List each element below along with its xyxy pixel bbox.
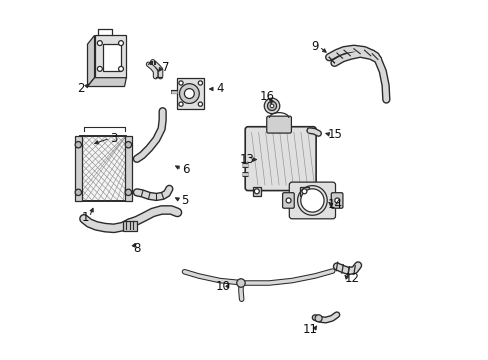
Circle shape xyxy=(236,279,244,287)
Bar xyxy=(81,136,126,201)
Circle shape xyxy=(285,198,290,203)
Circle shape xyxy=(75,141,81,148)
Circle shape xyxy=(125,189,131,195)
Circle shape xyxy=(125,141,131,148)
FancyBboxPatch shape xyxy=(282,193,294,208)
Text: 16: 16 xyxy=(260,90,274,103)
FancyBboxPatch shape xyxy=(289,182,335,219)
Bar xyxy=(300,187,308,195)
Circle shape xyxy=(179,81,183,85)
Text: 11: 11 xyxy=(302,323,317,337)
Polygon shape xyxy=(87,78,126,86)
Text: 4: 4 xyxy=(216,82,223,95)
Circle shape xyxy=(118,41,123,46)
Circle shape xyxy=(179,102,183,106)
Text: 14: 14 xyxy=(327,198,342,211)
Text: 6: 6 xyxy=(182,163,190,176)
Text: 7: 7 xyxy=(162,60,170,73)
Circle shape xyxy=(75,189,81,195)
Text: 15: 15 xyxy=(327,129,342,141)
Circle shape xyxy=(314,315,322,322)
Circle shape xyxy=(118,66,123,71)
Polygon shape xyxy=(94,35,126,78)
Bar xyxy=(177,78,203,109)
Bar xyxy=(75,136,81,201)
Circle shape xyxy=(267,101,276,111)
Bar xyxy=(103,44,121,71)
Bar xyxy=(125,136,131,201)
Circle shape xyxy=(264,98,279,114)
Text: 9: 9 xyxy=(311,40,318,53)
Circle shape xyxy=(334,198,339,203)
FancyBboxPatch shape xyxy=(266,116,291,133)
Bar xyxy=(122,221,137,231)
FancyBboxPatch shape xyxy=(244,127,315,190)
Text: 2: 2 xyxy=(77,82,84,95)
Circle shape xyxy=(198,102,202,106)
Circle shape xyxy=(97,41,102,46)
Text: 5: 5 xyxy=(181,194,188,207)
Circle shape xyxy=(179,84,199,103)
Circle shape xyxy=(198,81,202,85)
Circle shape xyxy=(270,104,273,108)
Text: 10: 10 xyxy=(216,280,230,293)
Bar xyxy=(81,136,126,201)
Circle shape xyxy=(184,89,194,99)
Circle shape xyxy=(302,189,306,194)
Bar xyxy=(252,187,261,195)
Text: 3: 3 xyxy=(110,132,118,145)
Polygon shape xyxy=(87,35,94,86)
Circle shape xyxy=(300,189,324,212)
Text: 12: 12 xyxy=(344,272,359,285)
Circle shape xyxy=(97,66,102,71)
Circle shape xyxy=(254,189,259,194)
Text: 13: 13 xyxy=(240,153,254,166)
FancyBboxPatch shape xyxy=(330,193,342,208)
Text: 1: 1 xyxy=(81,211,89,224)
Text: 8: 8 xyxy=(133,242,140,255)
